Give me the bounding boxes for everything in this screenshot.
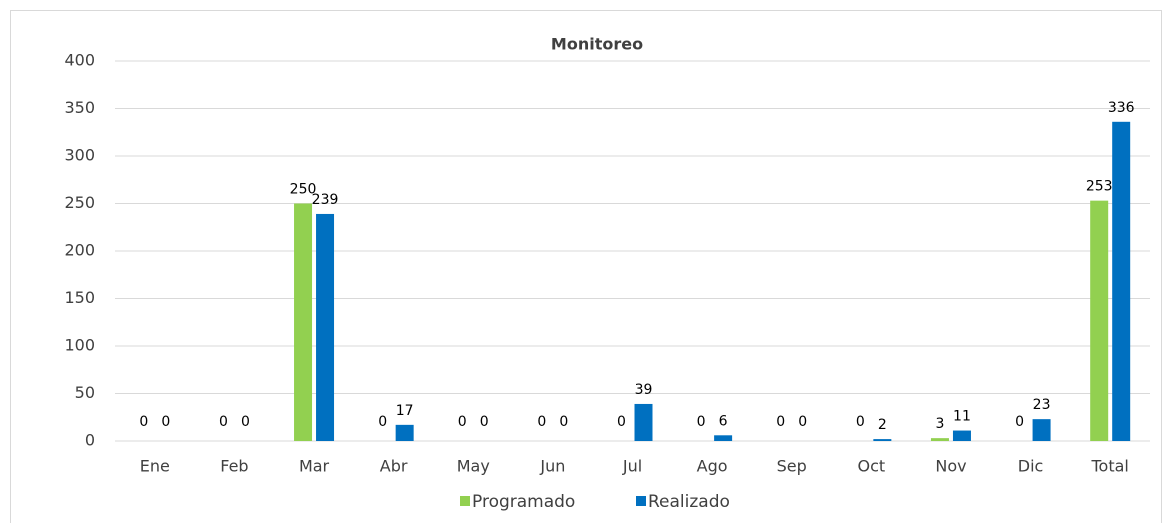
- y-tick-label: 400: [64, 51, 95, 70]
- chart-border: [10, 10, 1162, 523]
- x-tick-label: Mar: [299, 457, 330, 476]
- y-tick-label: 350: [64, 98, 95, 117]
- value-label: 253: [1086, 179, 1113, 195]
- value-label: 0: [219, 414, 228, 430]
- value-label: 0: [776, 414, 785, 430]
- value-label: 3: [936, 416, 945, 432]
- value-label: 0: [480, 414, 489, 430]
- value-label: 0: [139, 414, 148, 430]
- bar: [316, 213, 335, 441]
- value-label: 0: [697, 414, 706, 430]
- value-label: 0: [798, 414, 807, 430]
- x-tick-label: Oct: [858, 457, 886, 476]
- y-tick-label: 300: [64, 146, 95, 165]
- value-label: 336: [1108, 100, 1135, 116]
- value-label: 17: [396, 403, 414, 419]
- x-tick-label: Nov: [935, 457, 966, 476]
- y-tick-label: 200: [64, 241, 95, 260]
- bar: [1112, 121, 1131, 442]
- y-tick-label: 50: [75, 383, 95, 402]
- value-label: 11: [953, 409, 971, 425]
- value-label: 39: [635, 382, 653, 398]
- legend-label: Realizado: [648, 492, 730, 512]
- value-label: 0: [458, 414, 467, 430]
- value-label: 0: [537, 414, 546, 430]
- bar: [714, 435, 733, 441]
- x-tick-label: Ago: [697, 457, 728, 476]
- x-tick-label: May: [457, 457, 490, 476]
- bar: [873, 439, 892, 441]
- bar: [395, 424, 414, 441]
- value-label: 0: [856, 414, 865, 430]
- y-tick-label: 250: [64, 193, 95, 212]
- y-tick-label: 100: [64, 336, 95, 355]
- x-tick-label: Abr: [380, 457, 408, 476]
- bar: [1090, 200, 1109, 441]
- x-tick-label: Jul: [622, 457, 642, 476]
- bar: [930, 438, 949, 441]
- x-tick-label: Ene: [140, 457, 170, 476]
- bar: [294, 203, 313, 441]
- value-label: 23: [1033, 397, 1051, 413]
- bar: [952, 430, 971, 441]
- legend-swatch: [636, 496, 646, 506]
- bar: [634, 403, 653, 441]
- value-label: 0: [161, 414, 170, 430]
- y-tick-label: 150: [64, 288, 95, 307]
- bar: [1032, 419, 1051, 441]
- value-label: 0: [378, 414, 387, 430]
- legend-label: Programado: [472, 492, 575, 512]
- value-label: 0: [241, 414, 250, 430]
- chart-title: Monitoreo: [551, 35, 643, 54]
- x-tick-label: Feb: [220, 457, 248, 476]
- value-label: 250: [290, 182, 317, 198]
- value-label: 0: [559, 414, 568, 430]
- value-label: 6: [719, 413, 728, 429]
- x-tick-label: Jun: [539, 457, 565, 476]
- value-label: 239: [312, 192, 339, 208]
- x-tick-label: Dic: [1018, 457, 1044, 476]
- value-label: 0: [1015, 414, 1024, 430]
- x-tick-label: Total: [1091, 457, 1129, 476]
- value-label: 2: [878, 417, 887, 433]
- y-tick-label: 0: [85, 431, 95, 450]
- x-tick-label: Sep: [777, 457, 807, 476]
- legend-swatch: [460, 496, 470, 506]
- value-label: 0: [617, 414, 626, 430]
